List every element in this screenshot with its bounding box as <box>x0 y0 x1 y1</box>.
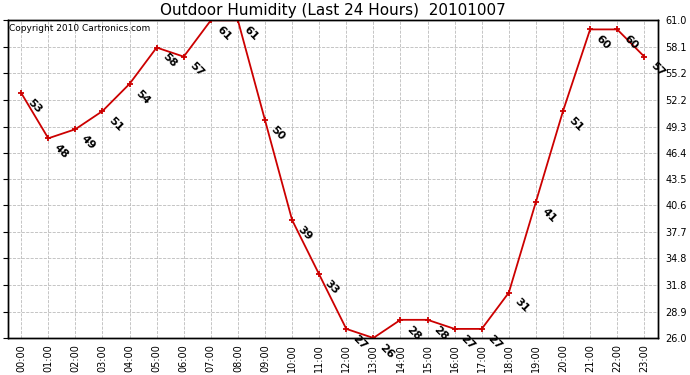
Text: 27: 27 <box>351 333 368 351</box>
Text: 41: 41 <box>540 206 558 224</box>
Text: 57: 57 <box>649 61 667 79</box>
Text: 27: 27 <box>486 333 504 351</box>
Text: 39: 39 <box>296 224 315 242</box>
Text: 60: 60 <box>622 34 640 52</box>
Text: 61: 61 <box>215 24 233 43</box>
Text: Copyright 2010 Cartronics.com: Copyright 2010 Cartronics.com <box>9 24 150 33</box>
Text: 57: 57 <box>188 61 206 79</box>
Text: 50: 50 <box>269 124 287 142</box>
Text: 28: 28 <box>432 324 450 342</box>
Text: 53: 53 <box>26 97 43 115</box>
Text: 33: 33 <box>324 279 342 297</box>
Text: 60: 60 <box>594 34 612 52</box>
Text: 58: 58 <box>161 52 179 70</box>
Text: 54: 54 <box>134 88 152 106</box>
Text: 49: 49 <box>79 134 98 152</box>
Text: 28: 28 <box>404 324 423 342</box>
Text: 31: 31 <box>513 297 531 315</box>
Text: 61: 61 <box>242 24 260 43</box>
Text: 51: 51 <box>107 115 125 133</box>
Text: 48: 48 <box>52 142 70 160</box>
Text: 26: 26 <box>377 342 395 360</box>
Title: Outdoor Humidity (Last 24 Hours)  20101007: Outdoor Humidity (Last 24 Hours) 2010100… <box>160 3 506 18</box>
Text: 51: 51 <box>567 115 585 133</box>
Text: 27: 27 <box>459 333 477 351</box>
